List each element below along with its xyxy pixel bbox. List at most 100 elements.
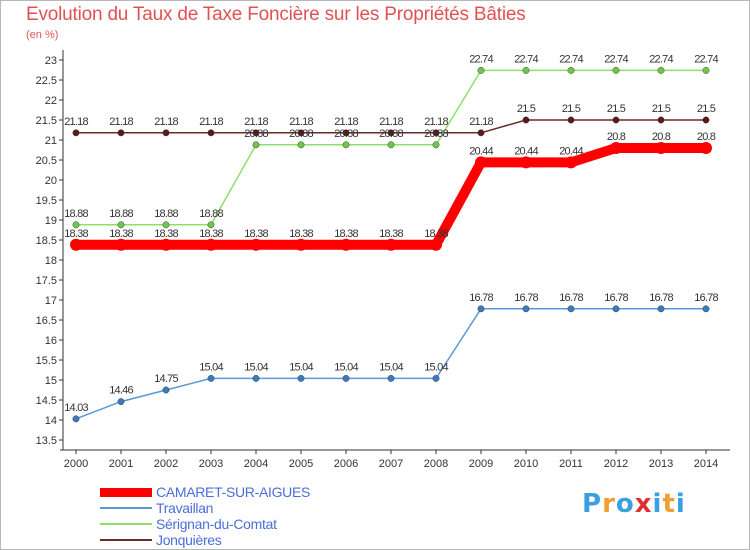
y-tick-label: 20.5: [36, 155, 57, 167]
series-point-2: [612, 66, 620, 74]
data-label: 18.38: [379, 228, 403, 240]
legend-swatch: [100, 487, 152, 497]
series-point-2: [702, 66, 710, 74]
data-label: 21.18: [334, 116, 358, 128]
x-tick-label: 2009: [469, 458, 493, 470]
series-point-3: [387, 129, 395, 137]
data-label: 21.18: [109, 116, 133, 128]
data-label: 15.04: [424, 361, 448, 373]
series-point-0: [385, 238, 397, 251]
data-label: 21.18: [379, 116, 403, 128]
series-point-2: [432, 141, 440, 149]
x-tick-label: 2004: [244, 458, 268, 470]
y-tick-label: 18.5: [36, 235, 57, 247]
data-label: 18.38: [334, 228, 358, 240]
data-label: 14.03: [64, 402, 88, 414]
series-point-3: [657, 116, 665, 124]
data-label: 15.04: [334, 361, 358, 373]
data-label: 16.78: [514, 292, 538, 304]
legend-item: Jonquières: [100, 532, 310, 548]
series-point-0: [205, 238, 217, 251]
x-tick-label: 2005: [289, 458, 313, 470]
logo-letter: i: [675, 489, 686, 519]
series-point-0: [160, 238, 172, 251]
series-point-1: [207, 374, 215, 382]
data-label: 21.5: [652, 103, 671, 115]
data-label: 22.74: [559, 53, 583, 65]
y-tick-label: 15: [45, 375, 57, 387]
series-point-0: [700, 142, 712, 154]
data-label: 15.04: [379, 361, 403, 373]
data-label: 16.78: [604, 292, 628, 304]
series-point-3: [252, 129, 260, 137]
data-label: 20.8: [697, 131, 716, 143]
data-label: 21.18: [64, 116, 88, 128]
series-point-0: [250, 238, 262, 251]
data-label: 16.78: [559, 292, 583, 304]
series-point-3: [207, 129, 215, 137]
data-label: 15.04: [199, 361, 223, 373]
x-tick-label: 2007: [379, 458, 403, 470]
data-label: 18.88: [109, 208, 133, 220]
x-tick-label: 2001: [109, 458, 133, 470]
y-tick-label: 21.5: [36, 115, 57, 127]
legend-item: Sérignan-du-Comtat: [100, 516, 310, 532]
legend-swatch: [100, 507, 152, 509]
logo-letter: x: [634, 489, 653, 519]
series-point-3: [477, 129, 485, 137]
series-point-0: [565, 156, 577, 169]
series-point-1: [342, 374, 350, 382]
series-point-0: [655, 142, 667, 154]
data-label: 21.18: [289, 116, 313, 128]
series-point-1: [432, 374, 440, 382]
data-label: 18.88: [199, 208, 223, 220]
legend-label: Travaillan: [156, 500, 214, 516]
data-label: 18.38: [424, 228, 448, 240]
x-tick-label: 2006: [334, 458, 358, 470]
data-label: 18.38: [109, 228, 133, 240]
x-tick-label: 2014: [694, 458, 718, 470]
data-label: 21.5: [607, 103, 626, 115]
data-label: 14.75: [154, 373, 178, 385]
legend-label: CAMARET-SUR-AIGUES: [156, 484, 311, 500]
y-tick-label: 14: [45, 415, 57, 427]
x-tick-label: 2013: [649, 458, 673, 470]
unit-label: (en %): [26, 29, 59, 41]
series-point-1: [522, 305, 530, 313]
y-tick-label: 15.5: [36, 355, 57, 367]
data-label: 15.04: [244, 361, 268, 373]
series-point-0: [475, 156, 487, 169]
logo-letter: i: [652, 489, 663, 519]
data-label: 20.44: [559, 145, 583, 157]
data-label: 18.38: [289, 228, 313, 240]
data-label: 18.88: [64, 208, 88, 220]
series-point-3: [162, 129, 170, 137]
series-point-1: [117, 398, 125, 406]
series-point-3: [117, 129, 125, 137]
data-label: 21.18: [244, 116, 268, 128]
data-label: 20.88: [424, 128, 448, 140]
series-point-2: [657, 66, 665, 74]
data-label: 20.88: [379, 128, 403, 140]
series-point-0: [340, 238, 352, 251]
legend-item: Travaillan: [100, 500, 310, 516]
series-point-2: [117, 221, 125, 229]
series-point-1: [297, 374, 305, 382]
x-tick-label: 2003: [199, 458, 223, 470]
data-label: 22.74: [649, 53, 673, 65]
y-tick-label: 20: [45, 175, 57, 187]
x-tick-label: 2000: [64, 458, 88, 470]
series-point-2: [342, 141, 350, 149]
y-tick-label: 19.5: [36, 195, 57, 207]
legend-item: CAMARET-SUR-AIGUES: [100, 484, 310, 500]
series-point-2: [522, 66, 530, 74]
series-point-0: [70, 238, 82, 251]
y-tick-label: 21: [45, 135, 57, 147]
series-point-0: [610, 142, 622, 154]
data-label: 20.44: [469, 145, 493, 157]
series-point-0: [115, 238, 127, 251]
data-label: 20.8: [652, 131, 671, 143]
y-tick-label: 14.5: [36, 395, 57, 407]
y-tick-label: 22: [45, 95, 57, 107]
